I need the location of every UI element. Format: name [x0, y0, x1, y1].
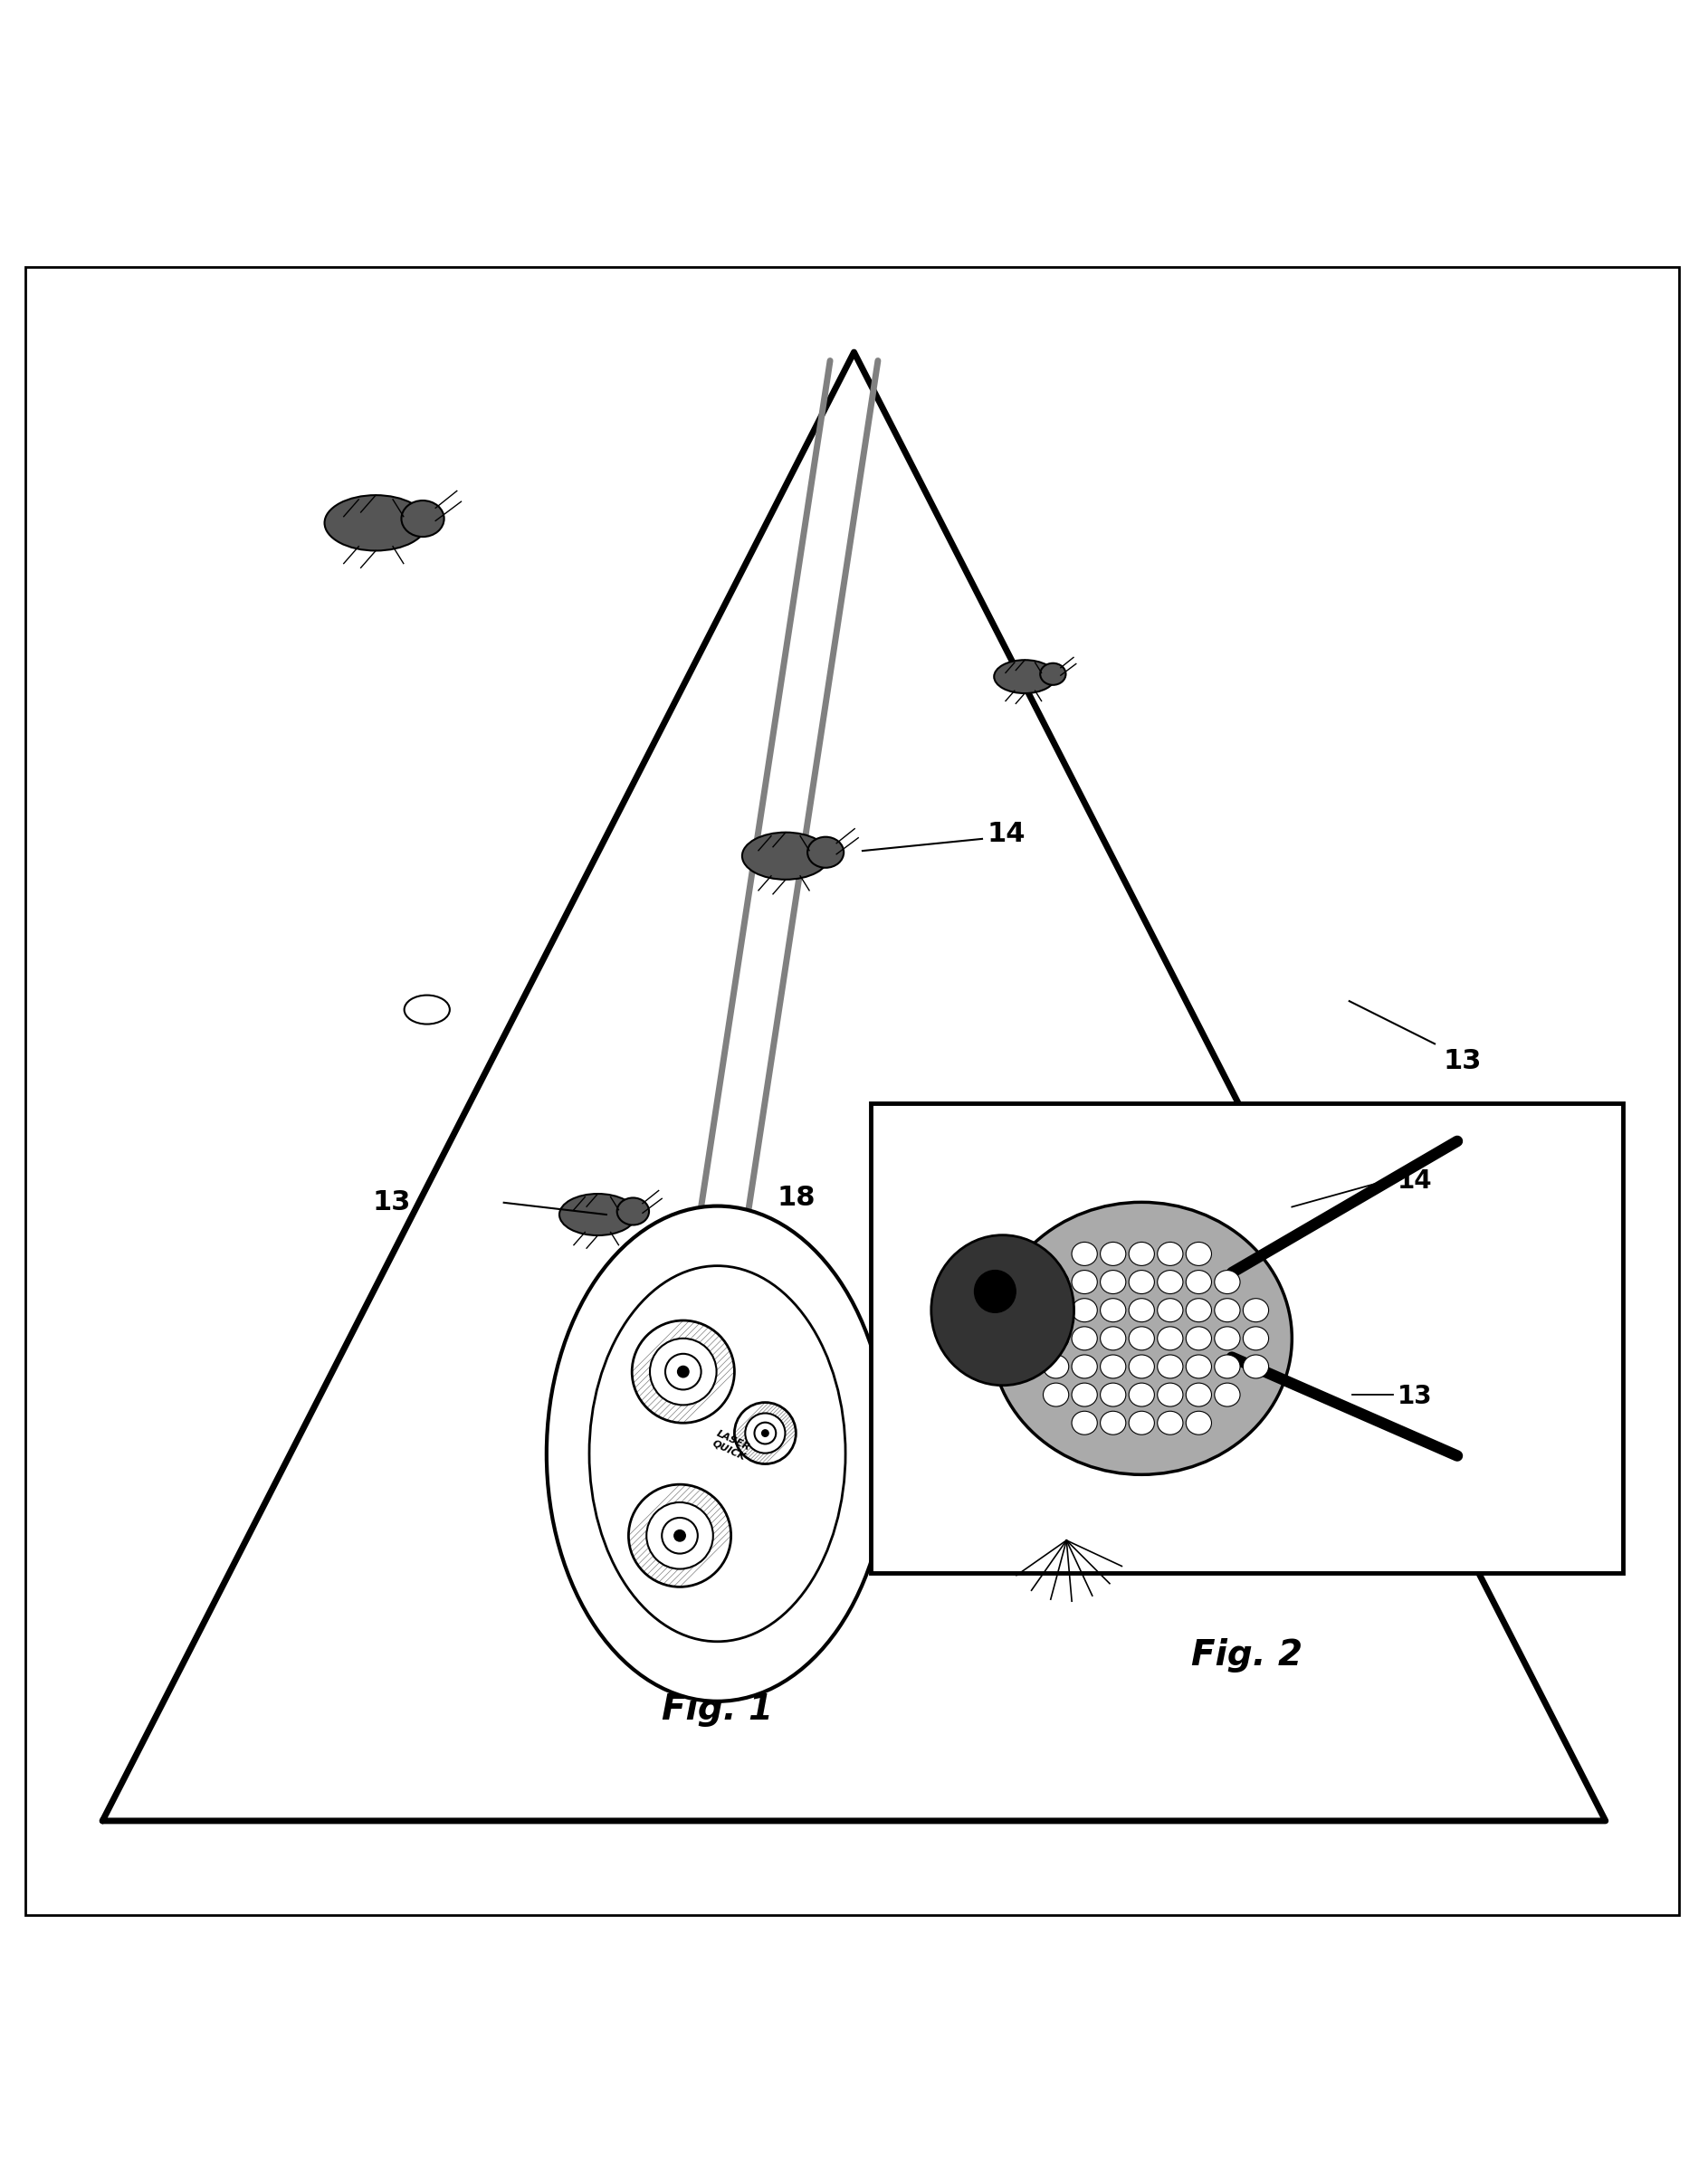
Ellipse shape [1044, 1271, 1069, 1293]
Text: LASER
QUICK: LASER QUICK [711, 1428, 752, 1462]
Ellipse shape [632, 1321, 734, 1423]
Text: Fig. 2: Fig. 2 [1190, 1638, 1303, 1673]
Ellipse shape [405, 995, 449, 1023]
Ellipse shape [994, 661, 1056, 693]
Ellipse shape [1044, 1354, 1069, 1378]
Ellipse shape [1040, 663, 1066, 684]
Ellipse shape [1071, 1410, 1097, 1434]
Ellipse shape [1071, 1354, 1097, 1378]
Ellipse shape [663, 1517, 697, 1554]
Ellipse shape [1015, 1328, 1040, 1349]
Ellipse shape [1185, 1354, 1211, 1378]
Ellipse shape [1214, 1299, 1240, 1321]
Ellipse shape [991, 1202, 1291, 1475]
Ellipse shape [1185, 1328, 1211, 1349]
Ellipse shape [1071, 1271, 1097, 1293]
Text: 13: 13 [372, 1189, 410, 1215]
Text: 13: 13 [1443, 1047, 1481, 1073]
Ellipse shape [1044, 1299, 1069, 1321]
Ellipse shape [560, 1193, 635, 1236]
Ellipse shape [1158, 1299, 1184, 1321]
Text: 14: 14 [1397, 1169, 1431, 1193]
Ellipse shape [974, 1271, 1016, 1312]
Ellipse shape [1071, 1243, 1097, 1265]
Ellipse shape [1158, 1354, 1184, 1378]
Ellipse shape [1044, 1328, 1069, 1349]
Text: 18: 18 [777, 1184, 816, 1210]
Ellipse shape [1071, 1299, 1097, 1321]
Ellipse shape [617, 1197, 649, 1226]
Ellipse shape [1100, 1271, 1126, 1293]
Ellipse shape [646, 1502, 714, 1569]
Ellipse shape [808, 837, 844, 867]
Bar [871, 1104, 1623, 1573]
Ellipse shape [401, 500, 444, 537]
Ellipse shape [1129, 1354, 1155, 1378]
Ellipse shape [1243, 1328, 1269, 1349]
Ellipse shape [1129, 1328, 1155, 1349]
Ellipse shape [1129, 1382, 1155, 1406]
Ellipse shape [1071, 1382, 1097, 1406]
Text: 14: 14 [987, 821, 1027, 847]
Ellipse shape [1100, 1354, 1126, 1378]
Ellipse shape [1214, 1382, 1240, 1406]
Ellipse shape [1071, 1328, 1097, 1349]
Ellipse shape [1185, 1271, 1211, 1293]
Ellipse shape [1158, 1243, 1184, 1265]
Ellipse shape [1158, 1271, 1184, 1293]
Ellipse shape [1044, 1382, 1069, 1406]
Ellipse shape [931, 1234, 1074, 1386]
Ellipse shape [1015, 1299, 1040, 1321]
Ellipse shape [675, 1530, 685, 1541]
Ellipse shape [649, 1339, 717, 1406]
Ellipse shape [1100, 1410, 1126, 1434]
Ellipse shape [1158, 1410, 1184, 1434]
Ellipse shape [1015, 1354, 1040, 1378]
Ellipse shape [1158, 1382, 1184, 1406]
Ellipse shape [547, 1206, 888, 1701]
Ellipse shape [1185, 1243, 1211, 1265]
Ellipse shape [629, 1484, 731, 1586]
Ellipse shape [589, 1267, 845, 1641]
Ellipse shape [1214, 1271, 1240, 1293]
Ellipse shape [1185, 1410, 1211, 1434]
Ellipse shape [1100, 1328, 1126, 1349]
Ellipse shape [325, 495, 427, 550]
Ellipse shape [1185, 1382, 1211, 1406]
Ellipse shape [1129, 1271, 1155, 1293]
Ellipse shape [1214, 1354, 1240, 1378]
Ellipse shape [734, 1402, 796, 1465]
Ellipse shape [745, 1412, 786, 1454]
Ellipse shape [762, 1430, 769, 1436]
Ellipse shape [1129, 1299, 1155, 1321]
Ellipse shape [1243, 1299, 1269, 1321]
Ellipse shape [678, 1367, 688, 1378]
Ellipse shape [755, 1423, 775, 1443]
Text: Fig. 1: Fig. 1 [661, 1693, 774, 1728]
Ellipse shape [741, 832, 830, 880]
Ellipse shape [1214, 1328, 1240, 1349]
Ellipse shape [1185, 1299, 1211, 1321]
Ellipse shape [1100, 1243, 1126, 1265]
Ellipse shape [666, 1354, 700, 1391]
Ellipse shape [1158, 1328, 1184, 1349]
Ellipse shape [1243, 1354, 1269, 1378]
Ellipse shape [1129, 1410, 1155, 1434]
Ellipse shape [1100, 1299, 1126, 1321]
Text: 13: 13 [1397, 1384, 1431, 1410]
Ellipse shape [1100, 1382, 1126, 1406]
Ellipse shape [1129, 1243, 1155, 1265]
